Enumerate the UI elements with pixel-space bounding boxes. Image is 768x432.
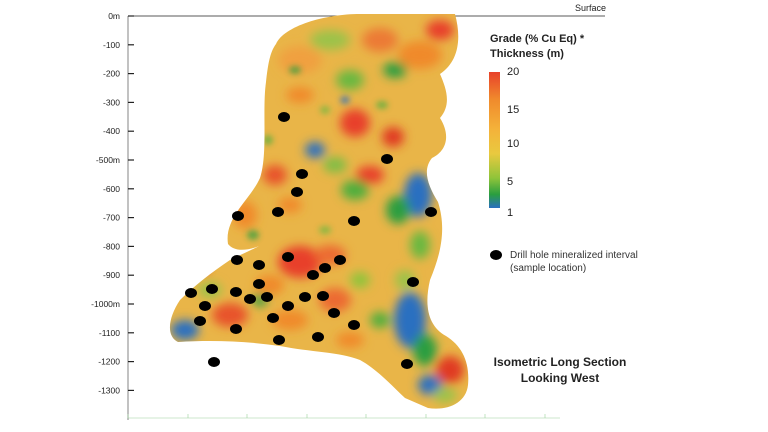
drill-hole-point bbox=[230, 324, 242, 334]
drill-hole-point bbox=[317, 291, 329, 301]
drill-hole-point bbox=[319, 263, 331, 273]
drill-hole-point bbox=[328, 308, 340, 318]
grade-scale-labels: 20 15 10 5 1 bbox=[507, 66, 519, 219]
section-title-line2: Looking West bbox=[521, 371, 599, 385]
drill-hole-point bbox=[282, 252, 294, 262]
drill-hole-legend-icon bbox=[490, 250, 502, 260]
drill-hole-point bbox=[282, 301, 294, 311]
drill-hole-point bbox=[278, 112, 290, 122]
drill-hole-point bbox=[261, 292, 273, 302]
depth-label: -1000m bbox=[91, 299, 120, 309]
drill-hole-point bbox=[253, 260, 265, 270]
drill-hole-points bbox=[185, 112, 437, 369]
grade-color-scale bbox=[489, 72, 500, 208]
scale-label-20: 20 bbox=[507, 66, 519, 78]
drill-hole-point bbox=[185, 288, 197, 298]
drill-hole-point bbox=[273, 335, 285, 345]
legend-title-line1: Grade (% Cu Eq) * bbox=[490, 33, 585, 45]
drill-hole-point bbox=[348, 320, 360, 330]
drill-hole-point bbox=[244, 294, 256, 304]
bottom-axis-ticks bbox=[127, 414, 546, 418]
drill-hole-point bbox=[307, 270, 319, 280]
drill-hole-legend-line2: (sample location) bbox=[510, 263, 586, 274]
drill-hole-point bbox=[312, 332, 324, 342]
drill-hole-point bbox=[401, 359, 413, 369]
depth-label: -1100 bbox=[99, 328, 120, 338]
drill-hole-point bbox=[230, 287, 242, 297]
depth-label: 0m bbox=[108, 11, 120, 21]
depth-label: -1200 bbox=[98, 357, 120, 367]
depth-label: -300 bbox=[103, 97, 120, 107]
depth-label: -600 bbox=[103, 184, 120, 194]
depth-label: -400 bbox=[103, 126, 120, 136]
scale-label-1: 1 bbox=[507, 207, 513, 219]
section-title-line1: Isometric Long Section bbox=[494, 355, 627, 369]
drill-hole-point bbox=[291, 187, 303, 197]
scale-label-10: 10 bbox=[507, 138, 519, 150]
depth-label: -700 bbox=[103, 213, 120, 223]
drill-hole-point bbox=[267, 313, 279, 323]
drill-hole-point bbox=[348, 216, 360, 226]
drill-hole-point bbox=[407, 277, 419, 287]
depth-label: -800 bbox=[103, 241, 120, 251]
depth-label: -1300 bbox=[98, 385, 120, 395]
depth-axis: 0m -100 -200 -300 -400 -500m -600 -700 -800 -900 -… bbox=[91, 11, 134, 395]
drill-hole-point bbox=[231, 255, 243, 265]
drill-hole-point bbox=[206, 284, 218, 294]
drill-hole-point bbox=[253, 279, 265, 289]
drill-hole-point bbox=[272, 207, 284, 217]
drill-hole-point bbox=[334, 255, 346, 265]
depth-label: -900 bbox=[103, 270, 120, 280]
depth-label: -500m bbox=[96, 155, 120, 165]
drill-hole-point bbox=[299, 292, 311, 302]
legend-title-line2: Thickness (m) bbox=[490, 48, 564, 60]
scale-label-15: 15 bbox=[507, 104, 519, 116]
depth-label: -200 bbox=[103, 69, 120, 79]
drill-hole-point bbox=[232, 211, 244, 221]
drill-hole-point bbox=[199, 301, 211, 311]
surface-label: Surface bbox=[575, 3, 606, 13]
drill-hole-point bbox=[425, 207, 437, 217]
depth-label: -100 bbox=[103, 40, 120, 50]
drill-hole-point bbox=[208, 357, 220, 367]
scale-label-5: 5 bbox=[507, 176, 513, 188]
drill-hole-legend-line1: Drill hole mineralized interval bbox=[510, 250, 638, 261]
drill-hole-point bbox=[381, 154, 393, 164]
drill-hole-point bbox=[194, 316, 206, 326]
drill-hole-point bbox=[296, 169, 308, 179]
